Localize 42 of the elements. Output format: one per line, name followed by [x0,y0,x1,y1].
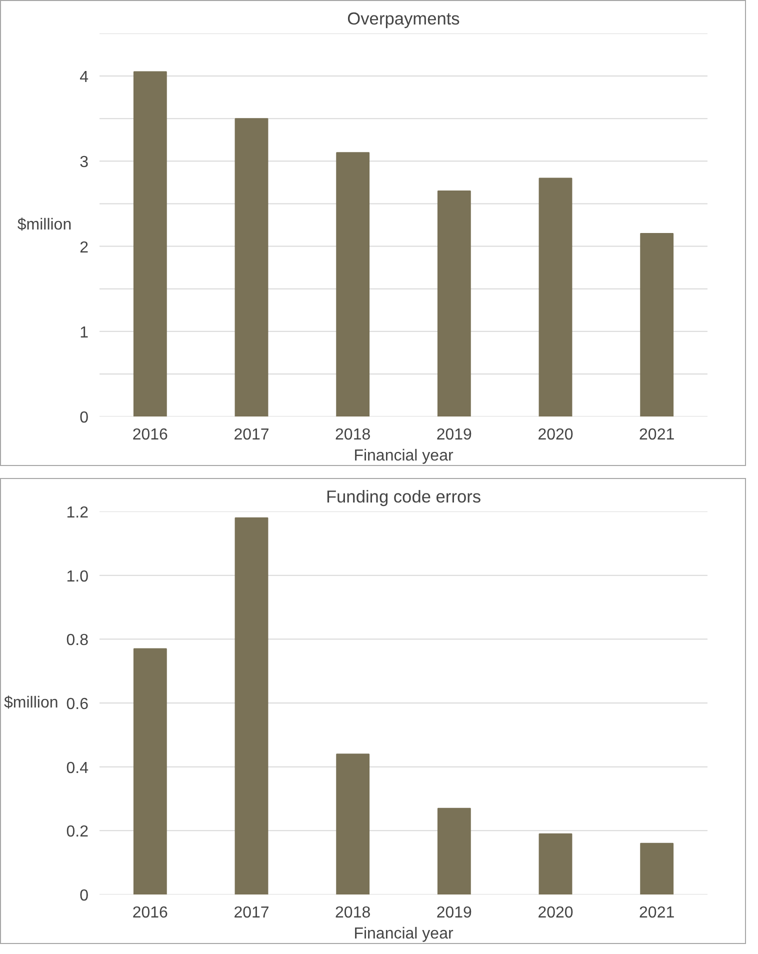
bar [336,754,370,894]
x-tick-label: 2020 [538,426,574,444]
bar [336,152,370,416]
bar [640,842,674,894]
x-tick-label: 2017 [234,426,270,444]
bar [437,190,471,416]
y-tick-label: 4 [80,69,89,86]
bar [437,808,471,894]
bar [133,648,167,894]
x-tick-label: 2016 [132,426,168,444]
y-tick-label: 0.2 [66,824,89,841]
x-tick-label: 2021 [639,904,675,922]
y-axis-title: $million [4,694,58,712]
x-tick-label: 2018 [335,904,371,922]
bar [640,233,674,416]
bar [234,118,268,416]
y-tick-label: 2 [80,239,89,256]
y-axis-title: $million [17,216,72,234]
y-tick-label: 0 [80,410,89,426]
x-tick-label: 2016 [132,904,168,922]
x-tick-label: 2021 [639,426,675,444]
y-tick-label: 3 [80,154,89,172]
y-tick-label: 0.8 [66,632,89,650]
y-tick-label: 1 [80,324,89,342]
x-axis-title: Financial year [354,926,454,942]
bar [538,178,572,416]
x-tick-label: 2018 [335,426,371,444]
bar [538,833,572,894]
y-tick-label: 0.6 [66,696,89,713]
y-tick-label: 1.2 [66,504,89,522]
x-tick-label: 2019 [436,426,472,444]
chart-title: Overpayments [347,8,460,28]
y-tick-label: 1.0 [66,568,89,586]
y-tick-label: 0 [80,888,89,904]
x-axis-title: Financial year [354,448,454,464]
bar [234,517,268,894]
y-tick-label: 0.4 [66,760,89,777]
chart-title: Funding code errors [326,486,482,506]
bar [133,71,167,416]
x-tick-label: 2019 [436,904,472,922]
x-tick-label: 2017 [234,904,270,922]
x-tick-label: 2020 [538,904,574,922]
